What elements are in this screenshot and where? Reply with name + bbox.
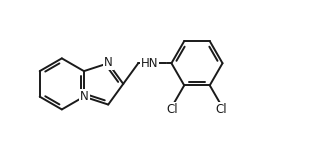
Text: N: N [104,56,112,69]
Text: Cl: Cl [167,103,178,116]
Text: HN: HN [141,57,158,70]
Text: Cl: Cl [216,103,227,116]
Text: N: N [80,90,89,103]
